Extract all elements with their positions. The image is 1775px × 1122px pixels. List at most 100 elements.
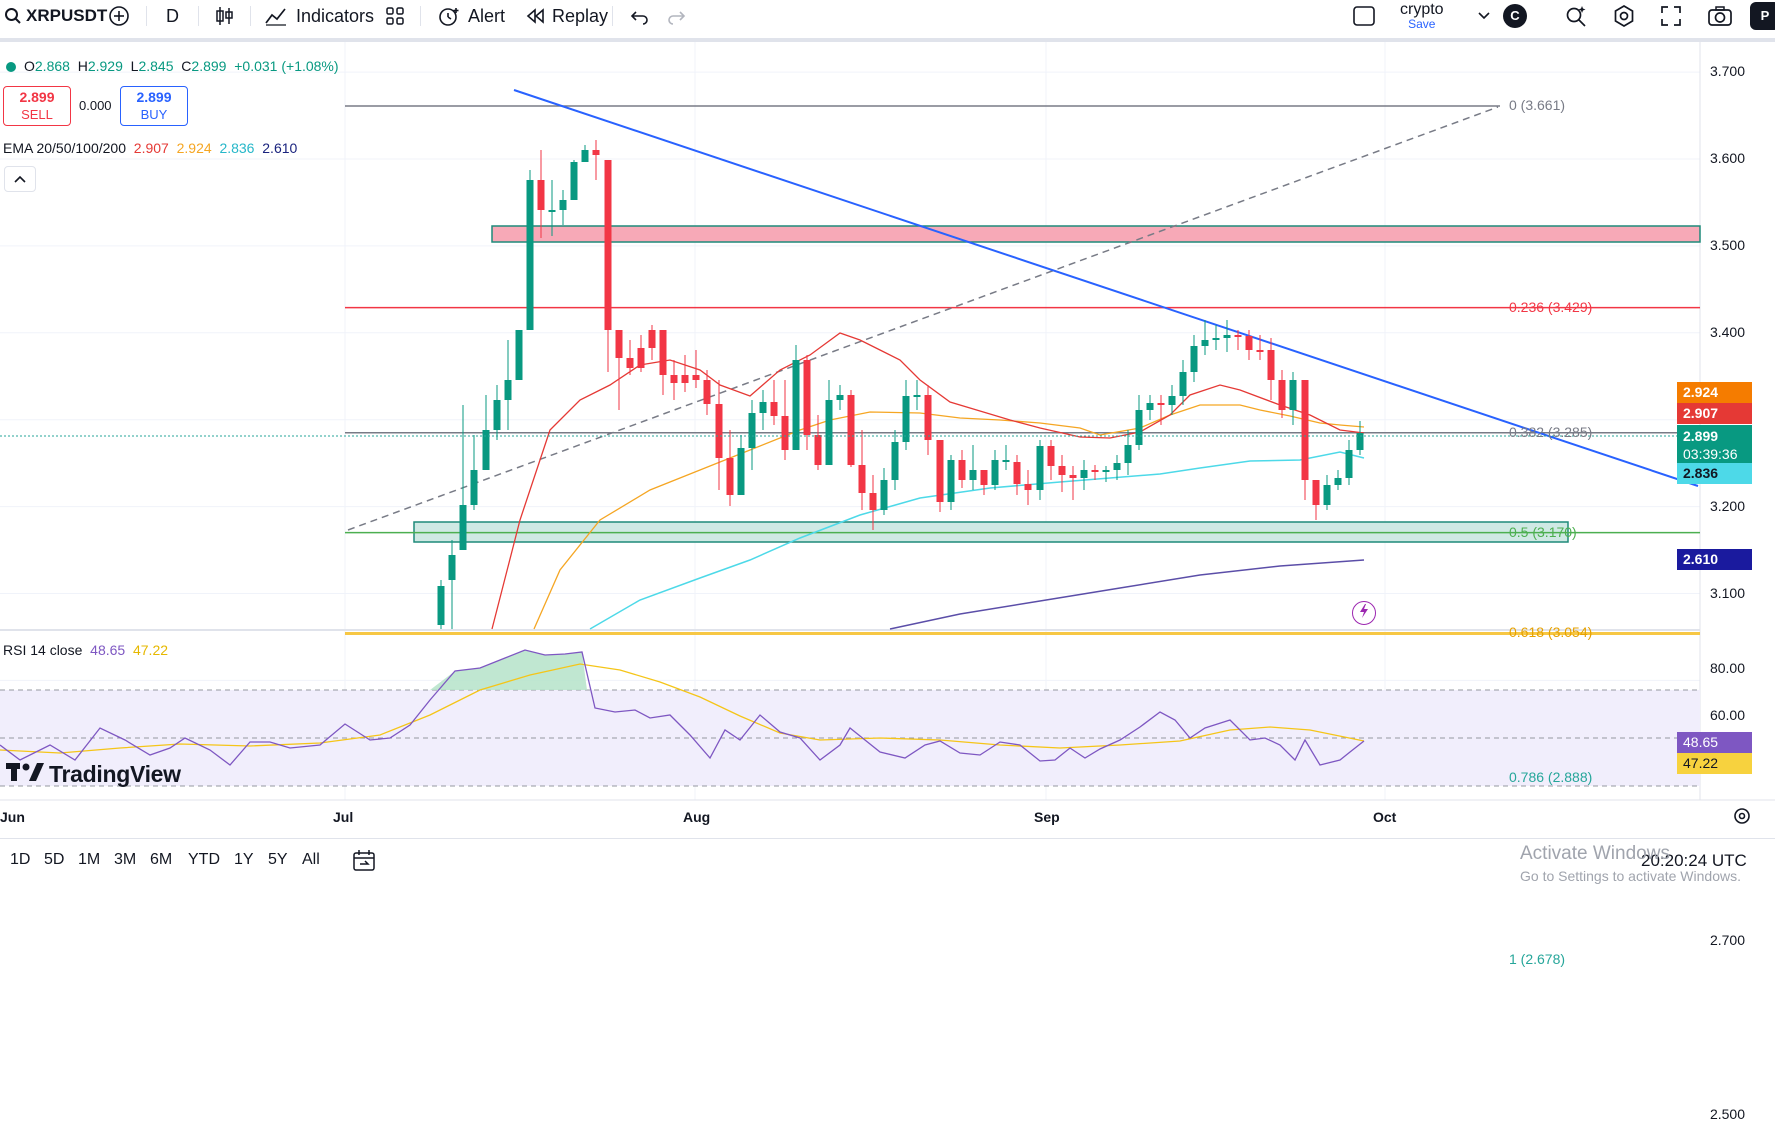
fullscreen-layout-checkbox[interactable]	[1352, 0, 1376, 32]
candle-body	[991, 460, 999, 485]
candle-body	[1245, 336, 1253, 350]
y-tick: 3.500	[1709, 236, 1745, 253]
grid-icon	[384, 5, 406, 27]
alert-button[interactable]: Alert	[436, 0, 505, 32]
alarm-clock-icon	[436, 5, 460, 27]
range-button-all[interactable]: All	[302, 851, 320, 868]
range-button-3m[interactable]: 3M	[114, 851, 137, 868]
avatar-letter: C	[1503, 4, 1527, 28]
rsi-legend[interactable]: RSI 14 close 48.65 47.22	[3, 642, 168, 658]
y-tick: 3.600	[1709, 150, 1745, 166]
last-price-tag: 2.899 03:39:36	[1677, 425, 1752, 463]
candle-body	[715, 404, 723, 458]
last-price: 2.899	[1683, 428, 1719, 444]
search-sparkle-icon	[1564, 4, 1588, 28]
close-label: C	[181, 58, 192, 74]
ema-legend[interactable]: EMA 20/50/100/200 2.907 2.924 2.836 2.61…	[3, 140, 297, 156]
collapse-legend-button[interactable]	[4, 166, 36, 192]
replay-button[interactable]: Replay	[526, 0, 608, 32]
open-label: O	[24, 58, 35, 74]
sell-button[interactable]: 2.899 SELL	[3, 86, 71, 126]
plus-circle-icon	[108, 5, 130, 27]
x-tick-sep: Sep	[1034, 809, 1060, 825]
y-tick: 3.100	[1709, 584, 1745, 601]
candle-body	[1201, 340, 1209, 346]
candle-body	[1168, 396, 1176, 405]
settings-button[interactable]	[1612, 0, 1636, 32]
candle-body	[1157, 403, 1165, 405]
candle-body	[880, 480, 888, 510]
rsi-ma-value-tag: 47.22	[1677, 753, 1752, 774]
candles-icon	[214, 5, 234, 27]
chart-type-button[interactable]	[214, 0, 234, 32]
high-value: 2.929	[87, 58, 123, 74]
axis-settings-button[interactable]	[1732, 806, 1752, 831]
range-button-5y[interactable]: 5Y	[268, 851, 288, 868]
layout-save-status: Save	[1408, 17, 1436, 31]
ema20-value: 2.907	[133, 140, 169, 156]
undo-button[interactable]	[630, 0, 650, 32]
candle-body	[515, 330, 523, 380]
user-avatar[interactable]: C	[1503, 0, 1527, 32]
range-button-ytd[interactable]: YTD	[188, 851, 220, 868]
status-dot-icon	[6, 62, 16, 72]
interval-button[interactable]: D	[166, 0, 179, 32]
toolbar-divider	[612, 6, 613, 26]
templates-button[interactable]	[384, 0, 406, 32]
candle-body	[1212, 338, 1220, 340]
event-marker[interactable]	[1352, 601, 1376, 625]
goto-date-button[interactable]	[352, 849, 378, 878]
change-value: +0.031 (+1.08%)	[234, 58, 339, 74]
y-tick: 2.500	[1709, 1105, 1745, 1122]
tradingview-logo[interactable]: TradingView	[6, 760, 181, 789]
indicators-button[interactable]: Indicators	[264, 0, 374, 32]
clock[interactable]: 20:20:24 UTC	[1641, 851, 1747, 870]
rsi-ma-line	[0, 663, 1365, 754]
price-chart[interactable]	[0, 0, 1775, 889]
candle-body	[493, 400, 501, 430]
buy-button[interactable]: 2.899 BUY	[120, 86, 188, 126]
range-button-6m[interactable]: 6M	[150, 851, 173, 868]
ema200-value: 2.610	[262, 140, 298, 156]
candle-body	[759, 402, 767, 413]
candle-body	[1278, 380, 1286, 410]
candle-body	[681, 375, 689, 383]
candle-body	[615, 330, 623, 358]
candle-body	[792, 360, 800, 450]
candle-body	[1190, 346, 1198, 372]
candle-body	[1058, 466, 1066, 475]
range-button-5d[interactable]: 5D	[44, 851, 65, 868]
candle-body	[1146, 403, 1154, 410]
expand-icon	[1660, 5, 1682, 27]
candle-body	[924, 395, 932, 440]
candle-body	[448, 555, 456, 580]
candle-body	[482, 430, 490, 470]
layout-menu[interactable]: crypto Save	[1400, 0, 1444, 34]
candle-body	[969, 470, 977, 480]
layout-dropdown[interactable]	[1478, 0, 1490, 32]
candle-body	[1312, 480, 1320, 505]
range-button-1d[interactable]: 1D	[10, 851, 31, 868]
profile-button[interactable]: P	[1750, 0, 1775, 32]
profile-letter: P	[1750, 2, 1775, 30]
candle-body	[548, 210, 556, 212]
quick-search-button[interactable]	[1564, 0, 1588, 32]
snapshot-button[interactable]	[1707, 0, 1733, 32]
lightning-icon	[1359, 603, 1369, 623]
candle-body	[913, 395, 921, 397]
symbol-search[interactable]: XRPUSDT	[4, 0, 107, 32]
range-button-1y[interactable]: 1Y	[234, 851, 254, 868]
ema20-line	[491, 332, 1365, 630]
ohlc-legend: O2.868 H2.929 L2.845 C2.899 +0.031 (+1.0…	[6, 58, 339, 74]
redo-button[interactable]	[666, 0, 686, 32]
rsi-label: RSI 14 close	[3, 642, 83, 658]
candle-body	[847, 395, 855, 465]
redo-icon	[666, 7, 686, 25]
rewind-icon	[526, 7, 546, 25]
candle-body	[869, 493, 877, 510]
compare-button[interactable]	[108, 0, 130, 32]
fullscreen-button[interactable]	[1660, 0, 1682, 32]
low-value: 2.845	[138, 58, 174, 74]
range-button-1m[interactable]: 1M	[78, 851, 101, 868]
candle-body	[470, 470, 478, 505]
